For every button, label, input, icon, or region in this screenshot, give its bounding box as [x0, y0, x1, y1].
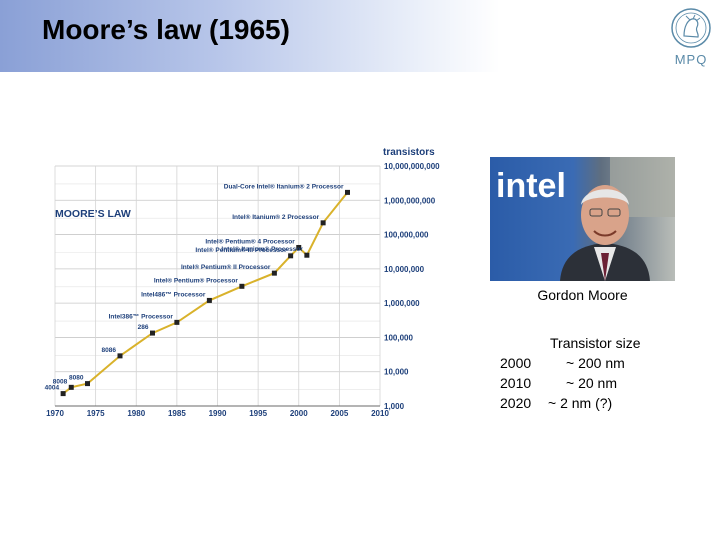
point-label: Intel® Itanium® 2 Processor — [232, 213, 319, 221]
chart-title: MOORE’S LAW — [55, 208, 131, 220]
point-label: Intel® Pentium® Processor — [154, 276, 238, 284]
x-tick-label: 2005 — [330, 409, 348, 418]
data-point — [150, 330, 155, 336]
intel-logo-text: intel — [496, 167, 566, 205]
title-band — [0, 0, 500, 72]
logo-text: MPQ — [674, 52, 708, 67]
point-label: Intel® Pentium® 4 Processor — [205, 237, 295, 245]
mpq-logo: MPQ — [666, 6, 716, 70]
point-label: Intel486™ Processor — [141, 291, 206, 298]
point-label: 4004 — [45, 385, 60, 392]
size-value: ~ 20 nm — [566, 375, 617, 391]
data-point — [320, 220, 326, 226]
size-year: 2000 — [500, 355, 532, 371]
data-point — [174, 319, 180, 325]
y-tick-label: 10,000 — [384, 368, 409, 377]
point-label: Intel® Pentium® III Processor — [195, 246, 287, 254]
data-point — [345, 189, 350, 195]
data-point — [85, 381, 90, 387]
size-row: 2000 ~ 200 nm — [500, 353, 625, 373]
x-tick-label: 1985 — [168, 409, 186, 418]
slide-title: Moore’s law (1965) — [42, 14, 290, 45]
data-point — [304, 252, 310, 258]
transistor-size-heading: Transistor size — [550, 335, 641, 351]
data-point — [239, 283, 245, 289]
data-point — [68, 384, 74, 390]
seal-icon — [671, 8, 711, 48]
y-tick-label: 100,000,000 — [384, 231, 429, 240]
y-tick-label: 1,000 — [384, 402, 405, 411]
point-label: Intel® Pentium® II Processor — [181, 263, 271, 271]
x-tick-label: 2010 — [371, 409, 389, 418]
data-point — [117, 353, 123, 359]
x-tick-label: 2000 — [290, 409, 308, 418]
y-tick-label: 1,000,000,000 — [384, 196, 436, 205]
point-label: 8086 — [102, 347, 117, 354]
size-year: 2010 — [500, 375, 532, 391]
y-tick-label: 1,000,000 — [384, 299, 420, 308]
photo-caption: Gordon Moore — [537, 287, 628, 303]
size-value: ~ 2 nm (?) — [548, 395, 613, 411]
y-tick-label: 100,000 — [384, 333, 413, 342]
x-tick-label: 1975 — [87, 409, 105, 418]
y-axis-label: transistors — [383, 147, 435, 158]
data-point — [296, 244, 302, 250]
y-tick-label: 10,000,000,000 — [384, 162, 440, 171]
point-label: 8008 — [53, 378, 68, 385]
x-tick-label: 1980 — [127, 409, 145, 418]
size-row: 2010 ~ 20 nm — [500, 373, 617, 393]
data-point — [60, 391, 66, 397]
y-tick-label: 10,000,000 — [384, 265, 425, 274]
point-label: 286 — [138, 324, 149, 331]
data-point — [288, 253, 294, 259]
point-label: Dual-Core Intel® Itanium® 2 Processor — [224, 182, 344, 190]
x-tick-label: 1970 — [46, 409, 64, 418]
x-tick-label: 1990 — [209, 409, 227, 418]
size-year: 2020 — [500, 395, 532, 411]
size-value: ~ 200 nm — [566, 355, 625, 371]
size-row: 2020 ~ 2 nm (?) — [500, 393, 612, 413]
data-point — [271, 270, 277, 276]
point-label: 8080 — [69, 375, 84, 382]
point-label: Intel® Itanium® Processor — [221, 245, 303, 253]
x-tick-label: 1995 — [249, 409, 267, 418]
point-label: Intel386™ Processor — [109, 313, 174, 320]
data-point — [206, 297, 212, 303]
gordon-moore-photo: intel — [490, 157, 675, 281]
